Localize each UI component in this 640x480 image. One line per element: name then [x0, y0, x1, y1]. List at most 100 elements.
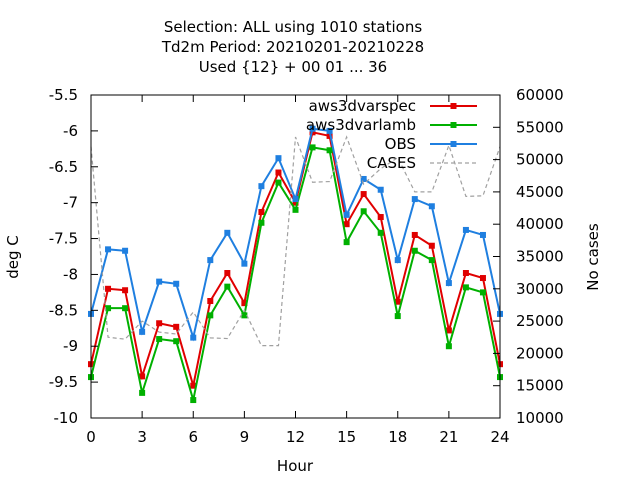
data-point-aws3dvarspec: [156, 320, 163, 327]
y2-tick-label: 10000: [516, 409, 564, 427]
series-line-cases: [90, 135, 501, 347]
chart-title: Selection: ALL using 1010 stations Td2m …: [161, 18, 424, 76]
data-point-obs: [445, 280, 452, 287]
data-point-aws3dvarspec: [190, 382, 197, 389]
y-tick-label: -9: [63, 337, 78, 355]
data-point-obs: [360, 175, 367, 182]
y2-tick-label: 60000: [516, 86, 564, 104]
y2-tick-label: 15000: [516, 377, 564, 395]
data-point-aws3dvarspec: [275, 169, 282, 176]
data-point-aws3dvarspec: [173, 323, 180, 330]
legend-marker-obs: [450, 141, 457, 147]
data-point-aws3dvarlamb: [428, 257, 435, 264]
data-point-aws3dvarlamb: [173, 338, 180, 345]
data-point-obs: [411, 196, 418, 203]
data-point-obs: [156, 278, 163, 285]
axis-ticks: 0 3 6 9 12 15 18 21 24 -10 -9.5 -9 -8.5 -8 -7.5 -7 -6.5 -…: [49, 86, 564, 446]
data-point-aws3dvarspec: [411, 231, 418, 238]
data-point-aws3dvarspec: [207, 298, 214, 305]
x-tick-label: 24: [490, 428, 509, 446]
data-point-aws3dvarlamb: [207, 312, 214, 319]
data-point-obs: [105, 246, 112, 253]
data-point-obs: [428, 203, 435, 210]
y-tick-label: -7.5: [49, 230, 78, 248]
y2-tick-label: 55000: [516, 118, 564, 136]
title-line-2: Td2m Period: 20210201-20210228: [161, 38, 424, 56]
y-tick-label: -8: [63, 265, 78, 283]
y2-tick-label: 20000: [516, 344, 564, 362]
x-axis-label: Hour: [277, 457, 314, 475]
data-point-aws3dvarlamb: [241, 312, 248, 319]
y-tick-label: -10: [54, 409, 79, 427]
data-point-aws3dvarlamb: [326, 147, 333, 154]
series-line-aws3dvarlamb: [90, 146, 501, 401]
data-point-obs: [122, 247, 129, 254]
data-point-obs: [139, 328, 146, 335]
data-point-obs: [343, 211, 350, 218]
legend-label-aws3dvarlamb: aws3dvarlamb: [306, 116, 416, 134]
y-tick-label: -5.5: [49, 86, 78, 104]
data-point-aws3dvarspec: [258, 208, 265, 215]
data-point-aws3dvarspec: [360, 191, 367, 198]
x-tick-label: 3: [137, 428, 147, 446]
data-point-aws3dvarspec: [343, 221, 350, 228]
data-point-aws3dvarspec: [292, 199, 299, 206]
series-obs: [88, 125, 503, 342]
data-point-obs: [326, 127, 333, 134]
data-point-aws3dvarspec: [139, 373, 146, 380]
data-point-aws3dvarlamb: [377, 229, 384, 236]
data-point-aws3dvarspec: [445, 327, 452, 334]
data-point-aws3dvarspec: [122, 287, 129, 294]
x-tick-label: 9: [240, 428, 250, 446]
data-point-aws3dvarspec: [462, 270, 469, 277]
x-tick-label: 18: [388, 428, 407, 446]
data-point-aws3dvarspec: [479, 275, 486, 282]
data-point-aws3dvarspec: [105, 285, 112, 292]
data-point-aws3dvarlamb: [258, 219, 265, 226]
series-aws3dvarlamb: [88, 144, 503, 404]
series-cases: [90, 135, 501, 347]
data-point-aws3dvarlamb: [139, 389, 146, 396]
data-point-aws3dvarspec: [377, 214, 384, 221]
data-point-aws3dvarlamb: [190, 397, 197, 404]
y-axis-label: deg C: [4, 235, 22, 279]
data-point-aws3dvarlamb: [462, 284, 469, 291]
data-point-aws3dvarlamb: [479, 289, 486, 296]
data-point-aws3dvarlamb: [445, 343, 452, 350]
data-point-aws3dvarlamb: [411, 247, 418, 254]
y2-tick-label: 45000: [516, 183, 564, 201]
data-point-aws3dvarlamb: [309, 144, 316, 151]
y-tick-label: -8.5: [49, 301, 78, 319]
series-line-aws3dvarspec: [90, 131, 501, 386]
data-point-obs: [241, 260, 248, 267]
data-point-obs: [190, 334, 197, 341]
data-point-aws3dvarlamb: [292, 206, 299, 213]
series-line-obs: [90, 127, 501, 342]
legend-label-cases: CASES: [367, 154, 416, 172]
data-point-obs: [377, 186, 384, 193]
y-tick-label: -7: [63, 194, 78, 212]
y2-tick-label: 25000: [516, 312, 564, 330]
data-point-aws3dvarlamb: [360, 208, 367, 215]
data-point-obs: [258, 183, 265, 190]
title-line-3: Used {12} + 00 01 ... 36: [199, 58, 387, 76]
data-point-aws3dvarlamb: [275, 179, 282, 186]
title-line-1: Selection: ALL using 1010 stations: [164, 18, 423, 36]
legend-marker-aws3dvarspec: [450, 103, 457, 109]
x-tick-label: 15: [337, 428, 356, 446]
legend-label-obs: OBS: [385, 135, 416, 153]
data-point-aws3dvarspec: [224, 270, 231, 277]
data-point-obs: [394, 257, 401, 264]
data-point-aws3dvarlamb: [156, 336, 163, 343]
data-point-aws3dvarspec: [394, 298, 401, 305]
data-point-aws3dvarspec: [428, 242, 435, 249]
data-point-aws3dvarspec: [241, 300, 248, 307]
data-point-obs: [224, 229, 231, 236]
data-point-obs: [173, 280, 180, 287]
y-tick-label: -6: [63, 122, 78, 140]
data-point-obs: [275, 155, 282, 162]
data-point-aws3dvarlamb: [105, 305, 112, 312]
data-point-obs: [479, 231, 486, 238]
